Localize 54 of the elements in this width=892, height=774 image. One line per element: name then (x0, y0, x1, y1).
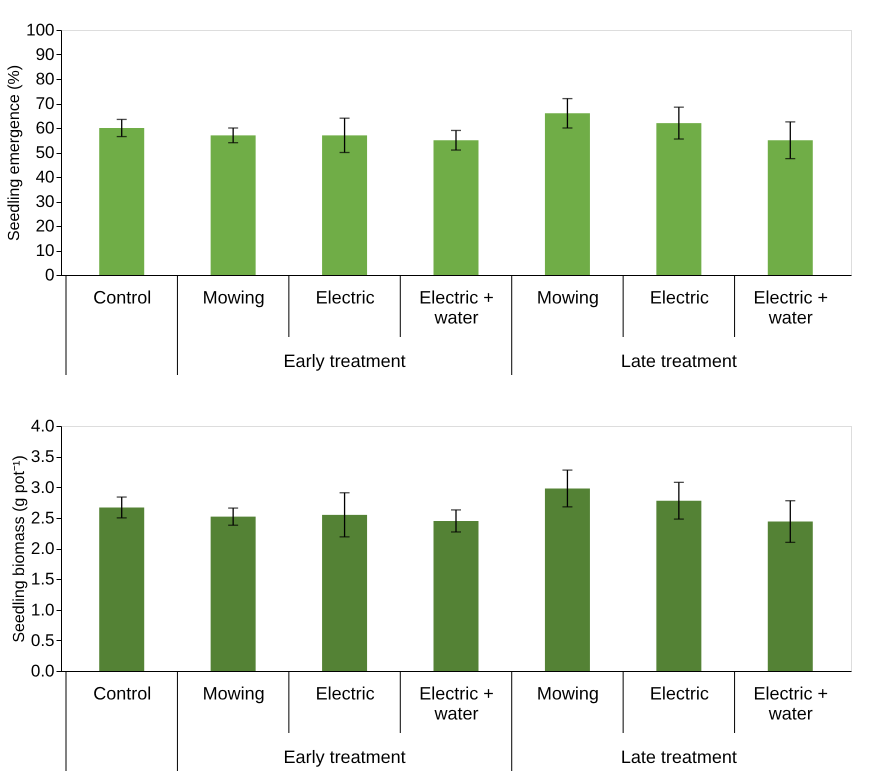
text: Late treatment (620, 351, 737, 371)
text: Early treatment (284, 351, 406, 371)
y-tick-label: 4.0 (30, 416, 54, 436)
y-tick-label: 0.0 (30, 662, 54, 680)
y-tick-label: 1.0 (30, 600, 54, 620)
bar (768, 522, 813, 671)
y-tick-label: 50 (36, 143, 54, 162)
bar (434, 140, 478, 275)
y-tick-label: 100 (26, 20, 54, 40)
y-tick-label: 70 (36, 94, 54, 113)
y-tick-label: 90 (36, 45, 54, 64)
y-tick-label: 80 (36, 70, 54, 88)
x-tick-label: Control (93, 684, 152, 704)
x-tick-label: Mowing (536, 288, 599, 308)
y-tick-label: 60 (36, 118, 54, 138)
bar (99, 128, 144, 275)
y-tick-label: 20 (36, 216, 54, 236)
bar (210, 135, 256, 275)
x-tick-label: Mowing (202, 288, 265, 308)
x-tick-label: Electric + water (754, 288, 828, 328)
bar (656, 123, 702, 275)
x-tick-label: Electric (316, 288, 375, 308)
y-tick-label: 1.5 (30, 570, 54, 589)
y-tick-label: 3.0 (30, 478, 54, 497)
bar (656, 500, 702, 671)
y-tick-label: 30 (36, 192, 54, 211)
x-tick-label: Electric + water (754, 684, 828, 724)
bar (434, 520, 478, 671)
y-axis-title: Seedling biomass (g pot⁻¹) (10, 455, 28, 643)
x-tick-label: Electric (316, 684, 375, 704)
y-tick-label: 2.5 (30, 508, 54, 528)
y-tick-label: 10 (36, 241, 54, 260)
bar (322, 514, 368, 671)
x-tick-label: Electric (650, 684, 709, 704)
x-tick-label: Electric + water (419, 684, 494, 724)
x-tick-label: Electric + water (419, 288, 494, 328)
bar (544, 488, 590, 671)
y-tick-label: 0.5 (30, 630, 54, 650)
bar (768, 140, 813, 275)
bar (322, 135, 368, 275)
y-tick-label: 40 (36, 168, 54, 186)
bar (99, 507, 144, 671)
y-tick-label: 3.5 (30, 447, 54, 466)
x-tick-label: Mowing (536, 684, 599, 704)
y-tick-label: 0 (45, 266, 54, 284)
text: Late treatment (620, 747, 737, 767)
x-tick-label: Mowing (202, 684, 265, 704)
y-tick-label: 2.0 (30, 539, 54, 558)
x-tick-label: Control (93, 288, 152, 308)
y-axis-title: Seedling emergence (%) (6, 64, 24, 242)
text: Early treatment (284, 747, 406, 767)
bar (544, 113, 590, 275)
bar (210, 516, 256, 671)
x-tick-label: Electric (650, 288, 709, 308)
